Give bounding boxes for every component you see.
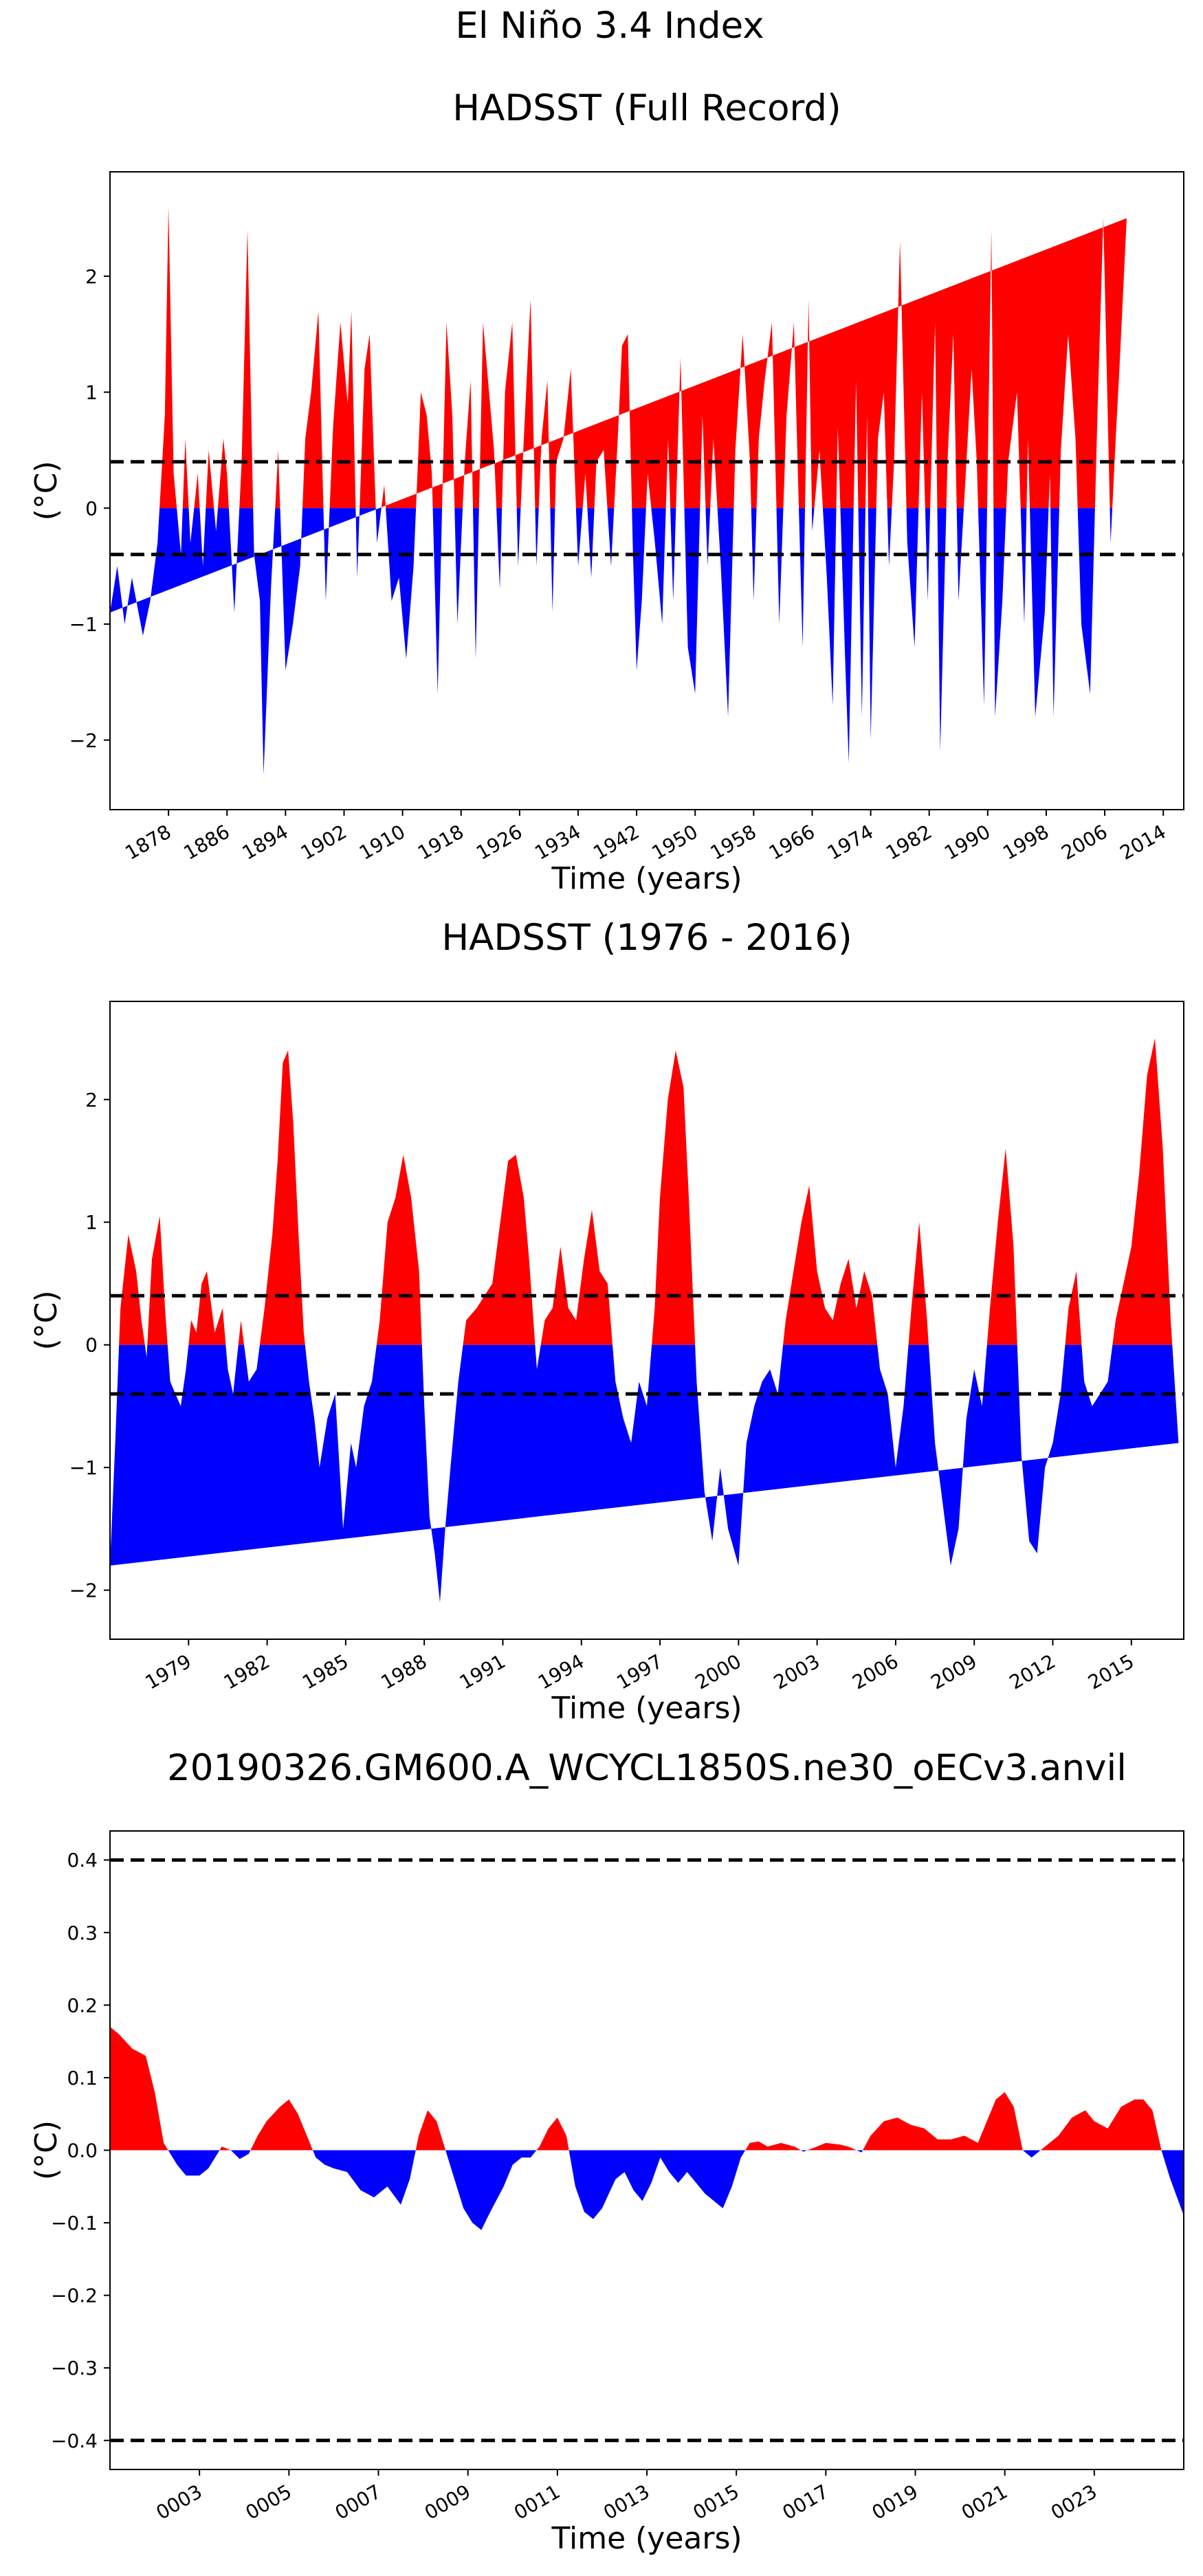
x-tick-label: 2000 [692, 1650, 745, 1694]
x-tick-label: 1979 [142, 1650, 195, 1694]
x-tick-label: 0017 [779, 2480, 832, 2524]
x-tick-label: 0021 [958, 2480, 1011, 2524]
y-tick-label: −0.4 [51, 2430, 98, 2452]
x-tick-label: 2006 [848, 1650, 902, 1694]
negative-anomaly-area [110, 2150, 1184, 2230]
x-axis-label: Time (years) [551, 2521, 742, 2556]
x-tick-label: 1918 [414, 820, 467, 864]
x-axis-label: Time (years) [551, 861, 742, 896]
y-axis-label: (°C) [29, 460, 64, 520]
x-tick-label: 1985 [298, 1650, 352, 1694]
axes-frame [109, 1001, 1184, 1640]
y-axis-label: (°C) [29, 1290, 64, 1350]
suptitle: El Niño 3.4 Index [455, 5, 764, 47]
x-tick-label: 1966 [765, 820, 819, 864]
chart-panel-2: HADSST (1976 - 2016) −2 −1 0 1 2 1979 1982 1985 1… [29, 917, 1184, 1726]
x-tick-label: 1958 [707, 820, 760, 864]
x-tick-label: 1982 [220, 1650, 274, 1694]
y-tick-label: −0.1 [51, 2212, 98, 2234]
x-tick-label: 1991 [456, 1650, 509, 1694]
y-tick-label: 0 [85, 1334, 98, 1357]
y-tick-label: 0.0 [67, 2140, 98, 2162]
x-tick-label: 1998 [999, 820, 1052, 864]
y-tick-label: 0 [85, 497, 98, 520]
x-tick-label: 1902 [297, 820, 351, 864]
y-tick-label: 2 [85, 1089, 98, 1111]
y-tick-label: −1 [69, 613, 98, 636]
x-tick-label: 1950 [648, 820, 702, 864]
x-tick-label: 1997 [612, 1650, 666, 1694]
y-tick-label: 1 [85, 381, 98, 404]
y-tick-label: 2 [85, 265, 98, 288]
x-tick-label: 0003 [152, 2480, 206, 2524]
x-tick-label: 1942 [589, 820, 643, 864]
x-tick-label: 1990 [940, 820, 994, 864]
x-tick-label: 0011 [510, 2480, 564, 2524]
plot-area [110, 1858, 1184, 2443]
negative-anomaly-area [110, 1344, 1179, 1603]
axes-frame [109, 171, 1184, 810]
x-tick-label: 1994 [534, 1650, 588, 1694]
y-tick-label: 1 [85, 1211, 98, 1234]
y-tick-label: −1 [69, 1456, 98, 1479]
x-tick-label: 1926 [472, 820, 526, 864]
x-tick-label: 2014 [1116, 820, 1169, 864]
chart-title: 20190326.GM600.A_WCYCL1850S.ne30_oECv3.a… [167, 1747, 1127, 1789]
x-tick-label: 0007 [331, 2480, 385, 2524]
plot-area [110, 206, 1184, 775]
chart-panel-3: 20190326.GM600.A_WCYCL1850S.ne30_oECv3.a… [29, 1747, 1184, 2556]
x-axis-label: Time (years) [551, 1691, 742, 1726]
positive-anomaly-area [159, 206, 1127, 509]
chart-title: HADSST (Full Record) [452, 87, 841, 129]
x-tick-label: 1988 [377, 1650, 430, 1694]
x-tick-label: 0009 [421, 2480, 474, 2524]
plot-area [110, 1038, 1184, 1603]
chart-title: HADSST (1976 - 2016) [441, 917, 852, 959]
x-tick-label: 2015 [1084, 1650, 1138, 1694]
x-tick-label: 2003 [770, 1650, 824, 1694]
y-tick-label: 0.4 [67, 1849, 98, 1872]
x-tick-label: 2006 [1057, 820, 1111, 864]
y-tick-label: 0.1 [67, 2067, 98, 2089]
y-axis-label: (°C) [29, 2120, 64, 2180]
x-tick-label: 0023 [1047, 2480, 1101, 2524]
x-tick-label: 1910 [355, 820, 409, 864]
x-tick-label: 0013 [599, 2480, 653, 2524]
x-tick-label: 0005 [242, 2480, 296, 2524]
y-tick-label: −2 [69, 729, 98, 752]
y-tick-label: −2 [69, 1579, 98, 1602]
y-tick-label: −0.3 [51, 2357, 98, 2379]
y-tick-label: 0.3 [67, 1922, 98, 1944]
negative-anomaly-area [110, 508, 1113, 775]
x-tick-label: 1934 [531, 820, 584, 864]
x-tick-label: 1974 [824, 820, 877, 864]
y-tick-label: −0.2 [51, 2285, 98, 2307]
x-tick-label: 1982 [882, 820, 936, 864]
x-tick-label: 2012 [1006, 1650, 1059, 1694]
x-tick-label: 1894 [239, 820, 292, 864]
y-tick-label: 0.2 [67, 1994, 98, 2017]
x-tick-label: 0019 [868, 2480, 922, 2524]
positive-anomaly-area [110, 2027, 1184, 2151]
x-tick-label: 2009 [927, 1650, 981, 1694]
x-tick-label: 0015 [689, 2480, 742, 2524]
x-tick-label: 1886 [180, 820, 234, 864]
x-tick-label: 1878 [121, 820, 175, 864]
